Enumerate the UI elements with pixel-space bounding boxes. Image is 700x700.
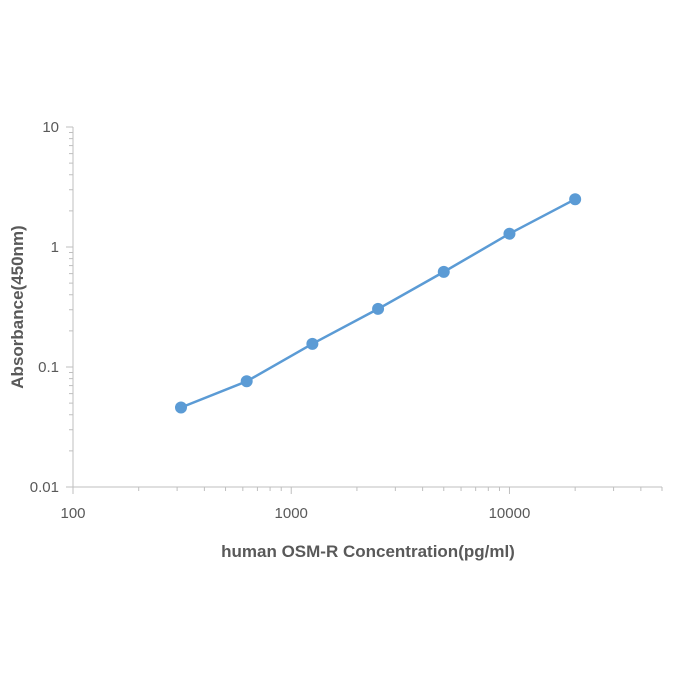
data-point xyxy=(503,227,516,240)
data-point xyxy=(174,401,187,414)
data-point xyxy=(306,337,319,350)
tick-marks xyxy=(66,126,663,494)
y-tick-label: 10 xyxy=(42,119,59,136)
x-axis-title: human OSM-R Concentration(pg/ml) xyxy=(221,542,515,561)
y-tick-label: 0.1 xyxy=(38,359,59,376)
y-tick-label: 0.01 xyxy=(30,479,59,496)
x-tick-label: 1000 xyxy=(275,505,308,522)
data-point xyxy=(372,302,385,315)
y-tick-label: 1 xyxy=(51,239,59,256)
x-tick-label: 10000 xyxy=(489,505,531,522)
data-point xyxy=(437,265,450,278)
series-group xyxy=(174,193,582,414)
y-axis-title: Absorbance(450nm) xyxy=(8,225,27,388)
data-point xyxy=(569,193,582,206)
axes xyxy=(72,127,662,488)
x-tick-label: 100 xyxy=(60,505,85,522)
tick-labels: 0.01 0.1 1 10 100 1000 10000 xyxy=(30,119,531,522)
data-point xyxy=(240,375,253,388)
